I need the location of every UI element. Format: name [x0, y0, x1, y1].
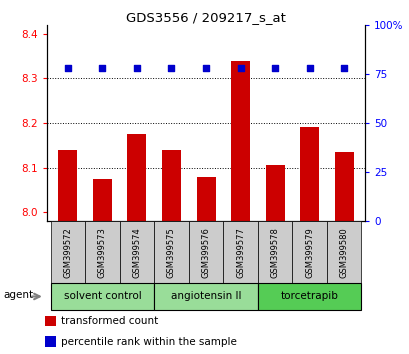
Text: torcetrapib: torcetrapib [280, 291, 338, 302]
Text: GSM399576: GSM399576 [201, 227, 210, 278]
Bar [45, 316, 56, 326]
Bar [265, 165, 284, 221]
Bar [50, 221, 85, 283]
Bar [154, 221, 188, 283]
Point [99, 65, 106, 71]
Bar [93, 179, 112, 221]
Bar [127, 134, 146, 221]
Bar [326, 221, 361, 283]
Text: GSM399577: GSM399577 [236, 227, 245, 278]
Point [237, 65, 243, 71]
Text: GSM399572: GSM399572 [63, 227, 72, 278]
Text: agent: agent [4, 290, 34, 300]
Text: GSM399580: GSM399580 [339, 227, 348, 278]
Bar [257, 283, 361, 310]
Bar [154, 283, 257, 310]
Bar [119, 221, 154, 283]
Point [65, 65, 71, 71]
Bar [85, 221, 119, 283]
Bar [162, 150, 180, 221]
Bar [188, 221, 223, 283]
Point [306, 65, 312, 71]
Bar [257, 221, 292, 283]
Title: GDS3556 / 209217_s_at: GDS3556 / 209217_s_at [126, 11, 285, 24]
Text: GSM399573: GSM399573 [98, 227, 107, 278]
Point [133, 65, 140, 71]
Bar [231, 61, 249, 221]
Text: GSM399578: GSM399578 [270, 227, 279, 278]
Text: angiotensin II: angiotensin II [171, 291, 240, 302]
Text: solvent control: solvent control [63, 291, 141, 302]
Text: GSM399579: GSM399579 [304, 227, 313, 278]
Bar [334, 152, 353, 221]
Bar [299, 127, 318, 221]
Bar [292, 221, 326, 283]
Text: GSM399574: GSM399574 [132, 227, 141, 278]
Point [202, 65, 209, 71]
Point [271, 65, 278, 71]
Bar [196, 177, 215, 221]
Text: GSM399575: GSM399575 [166, 227, 175, 278]
Bar [50, 283, 154, 310]
Bar [223, 221, 257, 283]
Text: percentile rank within the sample: percentile rank within the sample [61, 337, 236, 347]
Bar [45, 336, 56, 347]
Text: transformed count: transformed count [61, 316, 157, 326]
Point [340, 65, 346, 71]
Point [168, 65, 174, 71]
Bar [58, 150, 77, 221]
